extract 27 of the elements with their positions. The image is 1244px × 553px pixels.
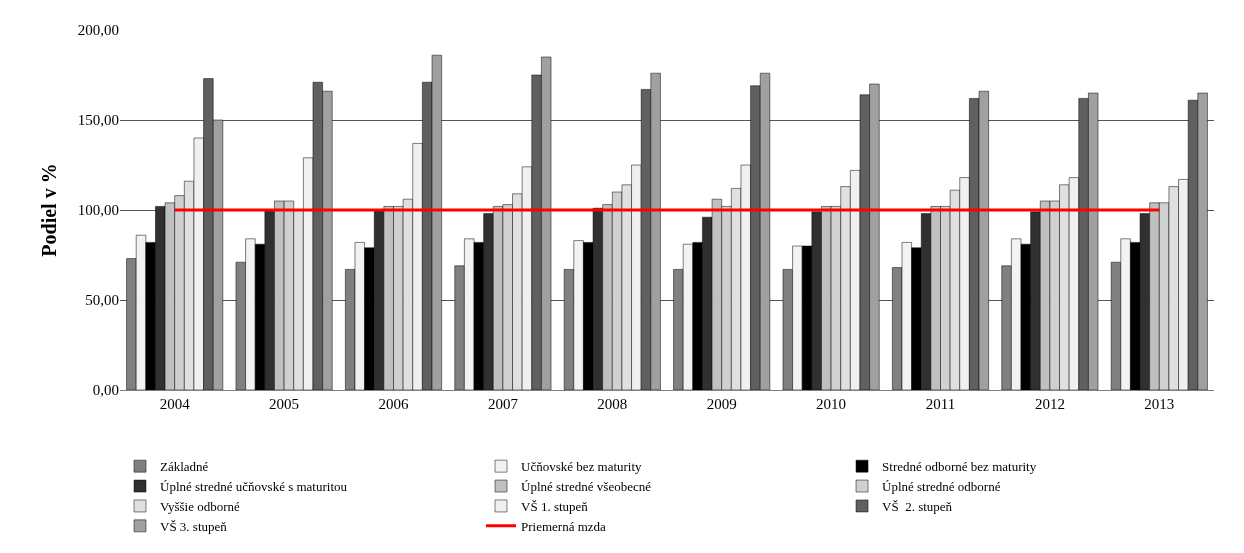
y-tick-label: 150,00 (77, 112, 119, 129)
legend-label: Úplné stredné učňovské s maturitou (160, 479, 348, 495)
y-tick-label: 0,00 (92, 382, 119, 399)
legend-label: Priemerná mzda (521, 518, 607, 534)
y-tick-label: 50,00 (85, 292, 119, 309)
legend-label: Učňovské bez maturity (521, 459, 643, 475)
x-tick-label: 2012 (1034, 396, 1065, 412)
y-tick-label: 100,00 (77, 202, 119, 219)
legend-label: VŠ 1. stupeň (521, 499, 589, 515)
legend-label: Vyššie odborné (160, 499, 241, 515)
legend-label: VŠ 3. stupeň (160, 518, 228, 534)
y-tick-label: 200,00 (77, 22, 119, 39)
legend-label: VŠ 2. stupeň (882, 499, 953, 515)
x-tick-label: 2008 (597, 396, 628, 412)
legend-label: Úplné stredné odborné (882, 479, 1001, 495)
legend-label: Úplné stredné všeobecné (521, 479, 652, 495)
x-tick-label: 2006 (378, 396, 409, 412)
x-tick-label: 2009 (706, 396, 737, 412)
legend-label: Stredné odborné bez maturity (882, 459, 1037, 475)
x-tick-label: 2010 (816, 396, 847, 412)
legend-label: Základné (160, 459, 209, 475)
y-axis-title: Podiel v % (38, 163, 61, 257)
x-tick-label: 2005 (269, 396, 300, 412)
x-tick-label: 2004 (159, 396, 191, 412)
x-tick-label: 2007 (487, 396, 519, 412)
x-tick-label: 2011 (925, 396, 956, 412)
x-tick-label: 2013 (1144, 396, 1175, 412)
